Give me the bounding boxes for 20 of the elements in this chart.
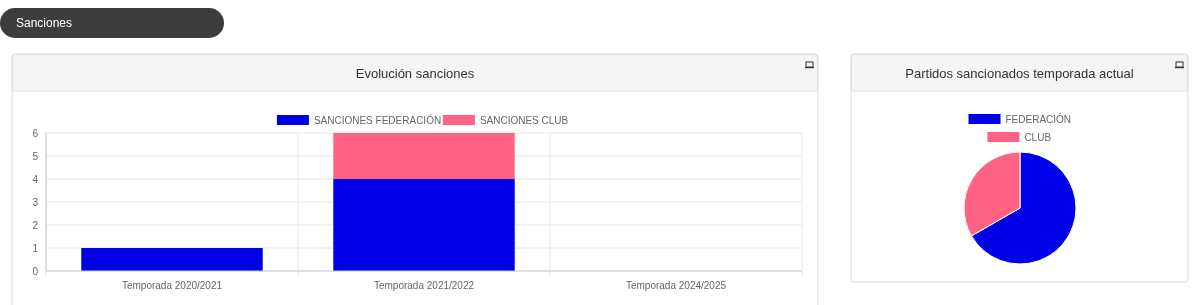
chart-title: Partidos sancionados temporada actual bbox=[905, 66, 1134, 81]
y-tick-label: 4 bbox=[32, 174, 39, 185]
text: Sanciones bbox=[16, 16, 73, 30]
legend-label: SANCIONES FEDERACIÓN bbox=[313, 114, 442, 126]
legend-label: FEDERACIÓN bbox=[1005, 113, 1072, 125]
bar bbox=[333, 179, 515, 271]
legend-label: CLUB bbox=[1024, 132, 1052, 143]
y-tick-label: 1 bbox=[32, 243, 39, 254]
x-tick-label: Temporada 2021/2022 bbox=[373, 280, 475, 291]
y-tick-label: 2 bbox=[32, 220, 39, 231]
bar bbox=[81, 248, 263, 271]
bar bbox=[333, 133, 515, 179]
y-tick-label: 3 bbox=[32, 197, 39, 208]
y-tick-label: 6 bbox=[32, 128, 39, 139]
chart-title: Evolución sanciones bbox=[355, 66, 475, 81]
y-tick-label: 0 bbox=[32, 266, 39, 277]
y-tick-label: 5 bbox=[32, 151, 39, 162]
legend-label: SANCIONES CLUB bbox=[479, 115, 569, 126]
x-tick-label: Temporada 2024/2025 bbox=[625, 280, 727, 291]
x-tick-label: Temporada 2020/2021 bbox=[121, 280, 223, 291]
